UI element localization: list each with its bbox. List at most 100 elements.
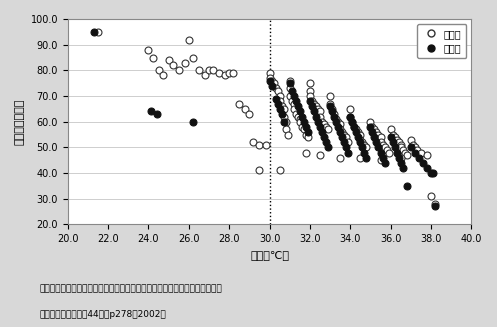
- Point: [358, 145, 366, 150]
- Point: [235, 101, 243, 106]
- Point: [381, 160, 389, 165]
- Point: [411, 150, 419, 155]
- Point: [354, 134, 362, 140]
- Point: [411, 145, 419, 150]
- Point: [209, 68, 217, 73]
- Point: [358, 140, 366, 145]
- Point: [360, 142, 368, 147]
- Point: [397, 142, 405, 147]
- Point: [340, 132, 348, 137]
- Point: [324, 127, 332, 132]
- Point: [318, 119, 326, 124]
- Point: [185, 37, 193, 42]
- Point: [229, 70, 237, 76]
- Point: [265, 76, 273, 81]
- Point: [356, 137, 364, 142]
- Point: [393, 150, 401, 155]
- Point: [387, 127, 395, 132]
- Point: [282, 127, 290, 132]
- Point: [316, 114, 324, 119]
- Point: [300, 119, 308, 124]
- Point: [296, 119, 304, 124]
- Point: [348, 119, 356, 124]
- Point: [290, 101, 298, 106]
- Text: （沢田晋一、福田秀樹：夏季屋外作業による熱中症発生時の屋外気象条件、: （沢田晋一、福田秀樹：夏季屋外作業による熱中症発生時の屋外気象条件、: [40, 284, 223, 293]
- Point: [175, 68, 183, 73]
- Point: [147, 109, 155, 114]
- Point: [282, 119, 290, 124]
- Point: [431, 201, 439, 206]
- Point: [366, 124, 374, 129]
- Point: [403, 183, 411, 188]
- Point: [324, 145, 332, 150]
- Point: [278, 112, 286, 117]
- Point: [306, 80, 314, 86]
- Point: [395, 155, 403, 160]
- Point: [322, 124, 330, 129]
- Point: [383, 147, 391, 153]
- Point: [338, 134, 346, 140]
- Point: [267, 83, 275, 88]
- Point: [316, 109, 324, 114]
- Point: [272, 86, 280, 91]
- Point: [352, 127, 360, 132]
- Point: [373, 140, 381, 145]
- Point: [306, 88, 314, 94]
- Point: [377, 158, 385, 163]
- Point: [308, 104, 316, 109]
- Point: [308, 98, 316, 104]
- Point: [274, 88, 282, 94]
- Point: [326, 94, 334, 99]
- Point: [338, 129, 346, 135]
- Point: [409, 142, 417, 147]
- Point: [205, 68, 213, 73]
- Point: [189, 119, 197, 124]
- Point: [328, 106, 336, 112]
- Point: [354, 129, 362, 135]
- Point: [298, 114, 306, 119]
- Point: [340, 140, 348, 145]
- Point: [387, 134, 395, 140]
- Point: [306, 94, 314, 99]
- Point: [377, 140, 385, 145]
- Point: [314, 106, 322, 112]
- Point: [417, 150, 425, 155]
- Point: [286, 94, 294, 99]
- Point: [370, 127, 378, 132]
- Point: [389, 132, 397, 137]
- Point: [302, 132, 310, 137]
- Point: [288, 88, 296, 94]
- Legend: 休業群, 死亡群: 休業群, 死亡群: [417, 24, 467, 59]
- Point: [300, 127, 308, 132]
- Point: [286, 80, 294, 86]
- Point: [330, 112, 338, 117]
- Point: [326, 101, 334, 106]
- Point: [368, 129, 376, 135]
- Y-axis label: 相対湿度（％）: 相対湿度（％）: [15, 98, 25, 145]
- Point: [249, 140, 257, 145]
- Point: [356, 140, 364, 145]
- Point: [385, 150, 393, 155]
- Point: [242, 106, 249, 112]
- Point: [336, 127, 344, 132]
- Text: 産業衛生学雑誌、第44巻、p278、2002）: 産業衛生学雑誌、第44巻、p278、2002）: [40, 310, 166, 319]
- Point: [294, 114, 302, 119]
- Point: [261, 142, 269, 147]
- Point: [296, 109, 304, 114]
- Point: [155, 68, 163, 73]
- Point: [276, 94, 284, 99]
- Point: [348, 119, 356, 124]
- Point: [320, 134, 328, 140]
- Point: [318, 129, 326, 135]
- Point: [370, 134, 378, 140]
- Point: [423, 165, 431, 171]
- Point: [292, 112, 300, 117]
- Point: [276, 98, 284, 104]
- Point: [350, 124, 358, 129]
- Point: [165, 58, 172, 63]
- Point: [181, 60, 189, 65]
- Point: [362, 145, 370, 150]
- Point: [272, 96, 280, 101]
- Point: [352, 129, 360, 135]
- Point: [153, 112, 161, 117]
